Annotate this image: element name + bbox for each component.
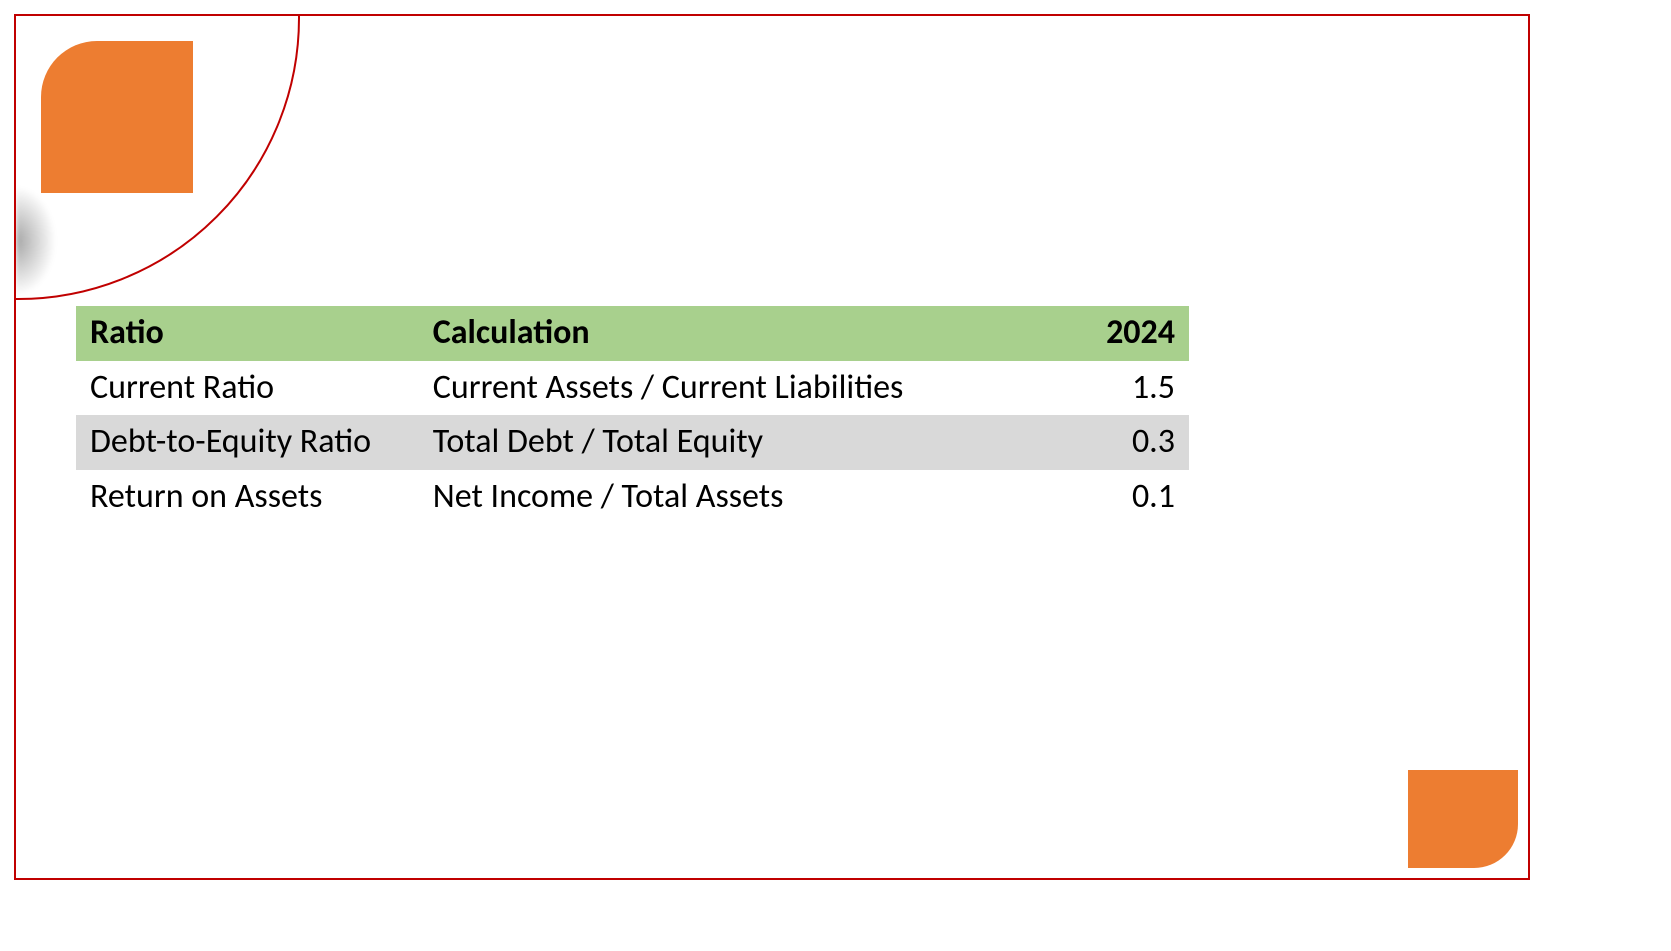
cell-calc: Total Debt / Total Equity xyxy=(419,415,1008,470)
table-header-row: Ratio Calculation 2024 xyxy=(76,306,1189,361)
cell-ratio: Debt-to-Equity Ratio xyxy=(76,415,419,470)
table-row: Debt-to-Equity Ratio Total Debt / Total … xyxy=(76,415,1189,470)
top-left-orange-block xyxy=(41,41,193,193)
cell-value: 0.3 xyxy=(1008,415,1189,470)
corner-shadow-decoration xyxy=(16,186,56,296)
financial-ratios-table: Ratio Calculation 2024 Current Ratio Cur… xyxy=(76,306,1189,524)
cell-ratio: Current Ratio xyxy=(76,361,419,416)
table-row: Return on Assets Net Income / Total Asse… xyxy=(76,470,1189,525)
cell-ratio: Return on Assets xyxy=(76,470,419,525)
cell-value: 0.1 xyxy=(1008,470,1189,525)
cell-calc: Current Assets / Current Liabilities xyxy=(419,361,1008,416)
cell-value: 1.5 xyxy=(1008,361,1189,416)
col-header-year: 2024 xyxy=(1008,306,1189,361)
table-row: Current Ratio Current Assets / Current L… xyxy=(76,361,1189,416)
cell-calc: Net Income / Total Assets xyxy=(419,470,1008,525)
bottom-right-orange-block xyxy=(1408,770,1518,868)
col-header-calculation: Calculation xyxy=(419,306,1008,361)
col-header-ratio: Ratio xyxy=(76,306,419,361)
slide-frame: Ratio Calculation 2024 Current Ratio Cur… xyxy=(14,14,1530,880)
table-body: Current Ratio Current Assets / Current L… xyxy=(76,361,1189,525)
